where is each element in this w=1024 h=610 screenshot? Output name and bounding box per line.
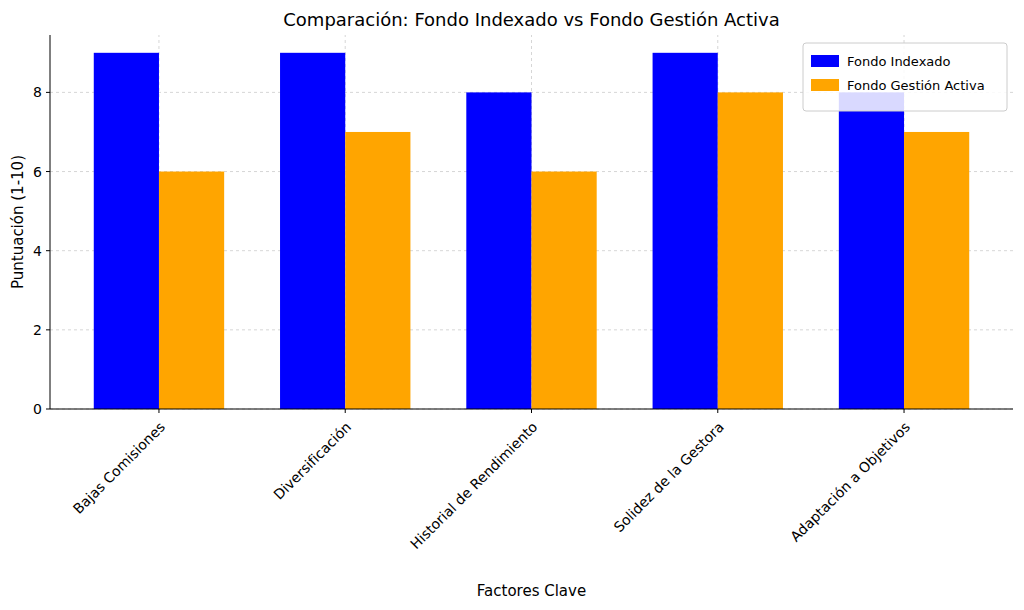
bar	[280, 53, 345, 409]
y-tick	[46, 329, 50, 330]
legend-label: Fondo Indexado	[847, 54, 951, 69]
x-axis-label: Factores Clave	[477, 582, 586, 600]
x-tick	[531, 409, 532, 413]
title: Comparación: Fondo Indexado vs Fondo Ges…	[283, 9, 779, 30]
y-tick	[46, 250, 50, 251]
bar	[532, 172, 597, 409]
legend-frame	[803, 43, 1007, 111]
x-tick-label: Adaptación a Objetivos	[787, 419, 913, 545]
chart: 0 2 4 6 8 Bajas Comisiones Diversificación Hist…	[0, 0, 1024, 610]
x-tick-label: Historial de Rendimiento	[407, 419, 540, 552]
bar	[94, 53, 159, 409]
x-tick-label: Diversificación	[270, 419, 354, 503]
bar	[904, 132, 969, 409]
x-tick	[158, 409, 159, 413]
bar	[345, 132, 410, 409]
x-tick-label: Bajas Comisiones	[70, 419, 168, 517]
bar	[718, 92, 783, 409]
y-tick-label: 6	[33, 164, 42, 180]
bar	[653, 53, 718, 409]
y-tick	[46, 171, 50, 172]
y-tick-label: 2	[33, 322, 42, 338]
x-tick	[904, 409, 905, 413]
bar	[839, 92, 904, 409]
y-axis-label: Puntuación (1-10)	[9, 155, 27, 289]
y-axis-line	[50, 35, 51, 409]
y-tick-label: 0	[33, 401, 42, 417]
legend: Fondo Indexado Fondo Gestión Activa	[803, 43, 1007, 111]
grid	[50, 35, 1013, 409]
y-tick	[46, 92, 50, 93]
y-tick	[46, 409, 50, 410]
bar	[159, 172, 224, 409]
x-tick	[345, 409, 346, 413]
y-tick-label: 4	[33, 243, 42, 259]
legend-swatch	[811, 55, 839, 67]
x-tick	[717, 409, 718, 413]
legend-swatch	[811, 79, 839, 91]
y-tick-label: 8	[33, 84, 42, 100]
x-tick-label: Solidez de la Gestora	[610, 419, 726, 535]
legend-label: Fondo Gestión Activa	[847, 78, 985, 93]
bar	[466, 92, 531, 409]
